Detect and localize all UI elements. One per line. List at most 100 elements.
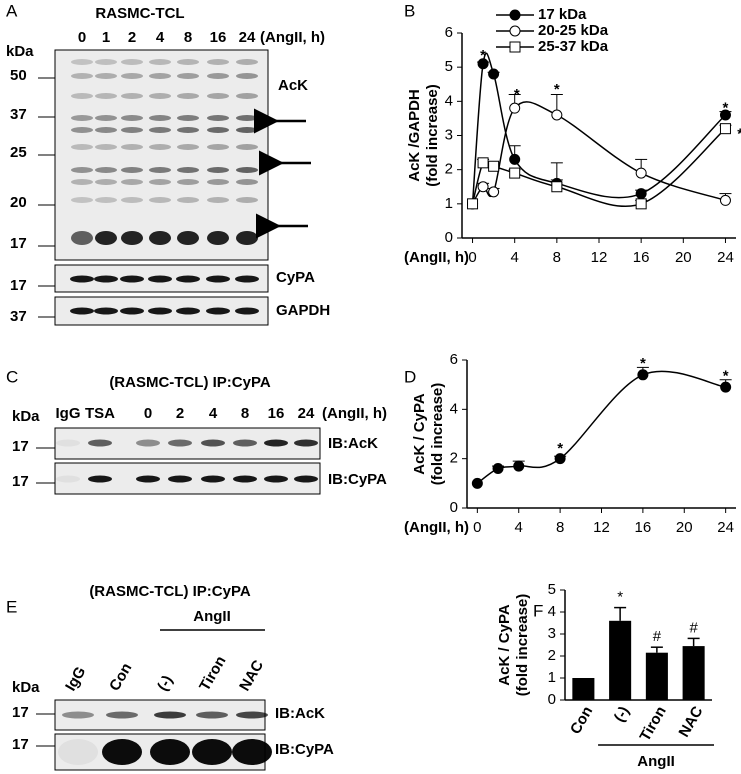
series-line [471,52,726,204]
point [488,160,500,172]
x-tick-label: 4 [515,519,523,536]
band [177,144,199,150]
band [149,231,171,245]
band [207,179,229,185]
band [177,127,199,133]
blot-label: CyPA [276,269,315,286]
band [207,167,229,173]
x-axis-label: (AngII, h) [404,519,469,536]
x-tick-label: 0 [468,249,476,266]
band [207,231,229,245]
band [94,275,118,283]
blot-label: IB:AcK [328,435,378,452]
panel-letter: F [533,601,543,620]
band [201,475,225,483]
band [233,439,257,447]
point [635,198,647,210]
panel-letter: B [404,1,415,20]
band [121,73,143,79]
y-axis-label: AcK / CyPA [411,393,428,475]
panel-letter: E [6,597,17,616]
point [477,181,489,193]
y-tick-label: 4 [450,400,458,417]
band [235,275,259,283]
blot [54,699,266,731]
point [492,463,504,475]
band [168,439,192,447]
x-tick-label: 0 [473,519,481,536]
band [71,144,93,150]
marker-label: 17 [10,277,27,294]
marker-label: 37 [10,308,27,325]
point [477,58,489,70]
lane-label: NAC [236,657,267,694]
y-axis-label: AcK / CyPA [496,604,513,686]
panel-letter: C [6,367,18,386]
x-tick-label: 8 [553,249,561,266]
lane-label: Tiron [196,653,229,694]
band [58,739,98,765]
point [554,453,566,465]
point [471,477,483,489]
band [120,275,144,283]
y-tick-label: 0 [548,691,556,708]
band [56,439,80,447]
marker-label: 17 [12,736,29,753]
band [236,127,258,133]
group-label: AngII [637,753,675,770]
band [121,179,143,185]
y-tick-label: 2 [548,647,556,664]
point [513,460,525,472]
lane-label: 4 [209,405,218,422]
blot-title: (RASMC-TCL) IP:CyPA [89,583,251,600]
annotation: * [640,355,646,372]
band [176,275,200,283]
lane-label: TSA [85,405,115,422]
blot-label: GAPDH [276,302,330,319]
x-tick-label: Con [567,703,596,737]
point [720,381,732,393]
y-axis-label: (fold increase) [424,84,441,187]
x-tick-label: 12 [593,519,610,536]
point [477,157,489,169]
band [154,711,186,719]
y-tick-label: 2 [450,450,458,467]
point [635,188,647,200]
band [206,275,230,283]
band [149,115,171,121]
annotation: * [723,367,729,384]
x-tick-label: 20 [675,249,692,266]
band [236,179,258,185]
y-tick-label: 0 [445,229,453,246]
band [71,179,93,185]
kda-label: kDa [12,679,40,696]
legend-label: 20-25 kDa [538,22,609,39]
annotation: * [480,47,486,64]
marker-label: 50 [10,67,27,84]
annotation: * [554,81,560,98]
point [509,102,521,114]
band [207,197,229,203]
band [236,231,258,245]
blot [54,49,269,261]
point [488,186,500,198]
band [121,144,143,150]
band [168,475,192,483]
band [201,439,225,447]
band [149,73,171,79]
bar [572,678,595,700]
band [121,115,143,121]
band [264,475,288,483]
band [236,711,268,719]
point [719,123,731,135]
annotation: # [653,628,662,645]
y-tick-label: 4 [548,603,556,620]
bar [609,620,632,700]
point [488,68,500,80]
x-tick-label: (-) [611,703,633,724]
y-tick-label: 3 [548,625,556,642]
point [509,167,521,179]
band [236,167,258,173]
band [177,231,199,245]
band [71,197,93,203]
